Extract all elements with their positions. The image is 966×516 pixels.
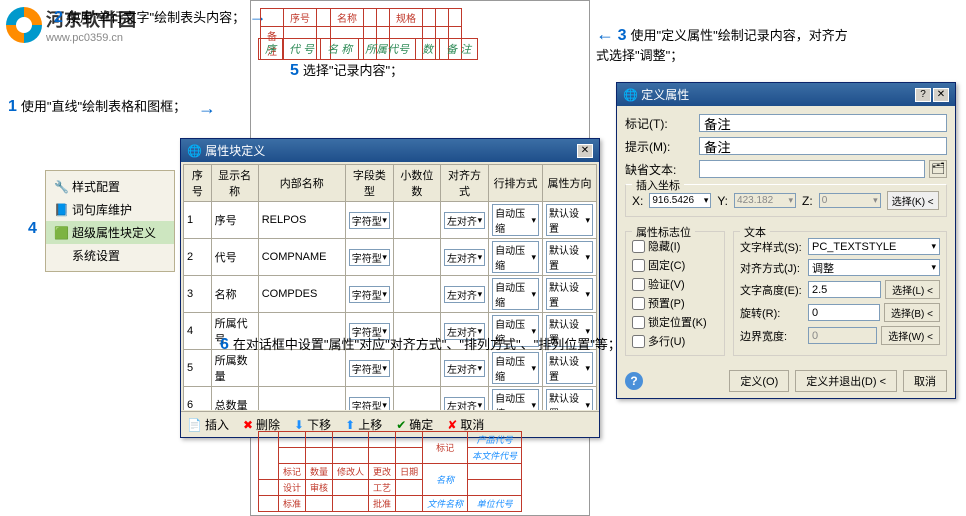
callout-5: 5选择"记录内容"； <box>290 60 403 82</box>
define-button[interactable]: 定义(O) <box>729 370 789 392</box>
rot-pick[interactable]: 选择(B) < <box>884 303 940 322</box>
define-exit-button[interactable]: 定义并退出(D) < <box>795 370 897 392</box>
flag-lock[interactable]: 锁定位置(K) <box>632 314 718 330</box>
side-menu: 🔧样式配置 📘词句库维护 🟩超级属性块定义 系统设置 <box>45 170 175 272</box>
flag-multi[interactable]: 多行(U) <box>632 333 718 349</box>
logo-url: www.pc0359.cn <box>46 32 136 44</box>
up-icon: ⬆ <box>345 418 355 432</box>
record-row: 序 代 号 名 称 所属代号 数 备 注 <box>258 38 478 60</box>
menu-item-system[interactable]: 系统设置 <box>46 244 174 267</box>
bottom-table: 标记产品代号 本文件代号 标记数量修改人更改日期名称 设计审核工艺 标准批准文件… <box>258 431 522 512</box>
menu-item-dict[interactable]: 📘词句库维护 <box>46 198 174 221</box>
close-icon[interactable]: ✕ <box>933 88 949 102</box>
arrow-icon: ← <box>596 24 614 44</box>
bw-pick[interactable]: 选择(W) < <box>881 326 940 345</box>
z-input[interactable]: 0 <box>819 193 881 208</box>
cancel-button[interactable]: 取消 <box>903 370 947 392</box>
check-icon: ✔ <box>396 418 406 432</box>
attr-grid[interactable]: 序号 显示名称 内部名称 字段类型 小数位数 对齐方式 行排方式 属性方向 1序… <box>183 164 597 410</box>
insert-icon: 📄 <box>187 418 202 432</box>
flag-preset[interactable]: 预置(P) <box>632 295 718 311</box>
delete-icon: ✖ <box>243 418 253 432</box>
flag-hide[interactable]: 隐藏(I) <box>632 238 718 254</box>
mark-input[interactable] <box>699 114 947 132</box>
callout-6: 6在对话框中设置"属性"对应"对齐方式"、"排列方式"、"排列位置"等； <box>220 334 621 356</box>
callout-2: 2使用"单行文字"绘制表头内容； → <box>54 4 267 29</box>
x-icon: ✘ <box>447 418 457 432</box>
table-row[interactable]: 6总数量字符型左对齐自动压缩默认设置 <box>184 387 597 411</box>
dialog-titlebar[interactable]: 🌐 属性块定义 ✕ <box>181 139 599 162</box>
table-row[interactable]: 2代号COMPNAME字符型左对齐自动压缩默认设置 <box>184 239 597 276</box>
callout-3: ← 3使用"定义属性"绘制记录内容，对齐方式选择"调整"； <box>596 22 856 66</box>
menu-item-attrblock[interactable]: 🟩超级属性块定义 <box>46 221 174 244</box>
define-attr-dialog: 🌐 定义属性 ?✕ 标记(T): 提示(M): 缺省文本:🗂 插入坐标 X:91… <box>616 82 956 399</box>
app-icon: 🌐 <box>187 144 202 158</box>
arrow-icon: → <box>198 96 216 121</box>
table-row[interactable]: 1序号RELPOS字符型左对齐自动压缩默认设置 <box>184 202 597 239</box>
app-icon: 🌐 <box>623 88 638 102</box>
style-select[interactable]: PC_TEXTSTYLE <box>808 238 940 255</box>
callout-1: 1使用"直线"绘制表格和图框； → <box>8 96 188 118</box>
height-pick[interactable]: 选择(L) < <box>885 280 940 299</box>
logo-icon <box>6 7 42 43</box>
flag-verify[interactable]: 验证(V) <box>632 276 718 292</box>
help-icon[interactable]: ? <box>915 88 931 102</box>
tip-input[interactable] <box>699 137 947 155</box>
close-icon[interactable]: ✕ <box>577 144 593 158</box>
table-row[interactable]: 3名称COMPDES字符型左对齐自动压缩默认设置 <box>184 276 597 313</box>
height-input[interactable]: 2.5 <box>808 281 881 298</box>
browse-icon[interactable]: 🗂 <box>929 160 947 178</box>
callout-4: 4 <box>28 218 41 240</box>
down-icon: ⬇ <box>294 418 304 432</box>
rot-input[interactable]: 0 <box>808 304 880 321</box>
block-icon: 🟩 <box>54 226 68 240</box>
align-select[interactable]: 调整 <box>808 259 940 276</box>
help-icon[interactable]: ? <box>625 372 643 390</box>
wrench-icon: 🔧 <box>54 180 68 194</box>
x-input[interactable]: 916.5426 <box>649 193 711 208</box>
attr-block-dialog: 🌐 属性块定义 ✕ 序号 显示名称 内部名称 字段类型 小数位数 对齐方式 行排… <box>180 138 600 438</box>
flag-fixed[interactable]: 固定(C) <box>632 257 718 273</box>
bw-input: 0 <box>808 327 877 344</box>
menu-item-style[interactable]: 🔧样式配置 <box>46 175 174 198</box>
book-icon: 📘 <box>54 203 68 217</box>
y-input[interactable]: 423.182 <box>734 193 796 208</box>
default-input[interactable] <box>699 160 925 178</box>
dialog-titlebar[interactable]: 🌐 定义属性 ?✕ <box>617 83 955 106</box>
insert-button[interactable]: 📄插入 <box>187 416 229 433</box>
pick-button[interactable]: 选择(K) < <box>887 191 939 210</box>
